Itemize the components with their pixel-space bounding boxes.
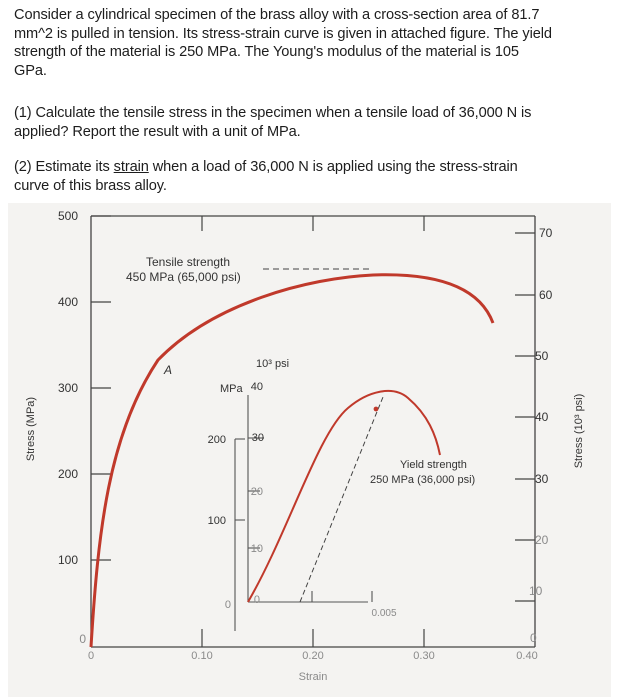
q1-line-2: applied? Report the result with a unit o… bbox=[14, 123, 301, 140]
q2-suffix: when a load of 36,000 N is applied using… bbox=[148, 159, 518, 175]
left-tick-0: 0 bbox=[79, 632, 86, 646]
x-tick-0: 0 bbox=[88, 650, 94, 662]
yield-label-line-2: 250 MPa (36,000 psi) bbox=[370, 474, 475, 486]
inset-psi-tick-20: 20 bbox=[251, 486, 263, 498]
question-2: (2) Estimate its strain when a load of 3… bbox=[14, 158, 606, 195]
intro-line-3: strength of the material is 250 MPa. The… bbox=[14, 44, 519, 60]
stress-strain-plot: 500 400 300 200 100 0 70 60 50 40 30 20 … bbox=[25, 209, 585, 683]
x-axis-label: Strain bbox=[299, 671, 328, 683]
inset-psi-tick-30: 30 bbox=[252, 432, 264, 444]
inset-mpa-tick-100: 100 bbox=[208, 515, 226, 527]
left-tick-300: 300 bbox=[58, 381, 78, 395]
inset-psi-unit: 10³ psi bbox=[256, 358, 289, 370]
inset-psi-tick-40: 40 bbox=[251, 381, 263, 393]
yield-label-line-1: Yield strength bbox=[400, 459, 467, 471]
left-tick-400: 400 bbox=[58, 295, 78, 309]
x-tick-0-20: 0.20 bbox=[302, 650, 323, 662]
inset-psi-tick-0: 0 bbox=[254, 594, 260, 606]
stress-strain-figure: 500 400 300 200 100 0 70 60 50 40 30 20 … bbox=[8, 203, 611, 697]
q2-underlined-word: strain bbox=[113, 159, 149, 175]
q2-line-2: curve of this brass alloy. bbox=[14, 177, 167, 194]
right-tick-10: 10 bbox=[529, 584, 543, 598]
x-tick-0-40: 0.40 bbox=[516, 650, 537, 662]
right-tick-40: 40 bbox=[535, 410, 549, 424]
question-1: (1) Calculate the tensile stress in the … bbox=[14, 104, 606, 141]
main-stress-strain-curve bbox=[89, 273, 495, 648]
q2-line-1: (2) Estimate its strain when a load of 3… bbox=[14, 158, 606, 177]
q1-line-1: (1) Calculate the tensile stress in the … bbox=[14, 105, 532, 121]
q2-prefix: (2) Estimate its bbox=[14, 159, 114, 175]
right-tick-30: 30 bbox=[535, 472, 549, 486]
inset-mpa-unit: MPa bbox=[220, 383, 244, 395]
right-tick-70: 70 bbox=[539, 226, 553, 240]
tensile-label-line-2: 450 MPa (65,000 psi) bbox=[126, 270, 241, 284]
intro-line-2: mm^2 is pulled in tension. Its stress-st… bbox=[14, 25, 552, 42]
right-tick-60: 60 bbox=[539, 288, 553, 302]
inset-stress-strain-curve bbox=[247, 390, 441, 603]
right-tick-20: 20 bbox=[535, 533, 549, 547]
inset-mpa-tick-200: 200 bbox=[208, 434, 226, 446]
left-tick-200: 200 bbox=[58, 467, 78, 481]
left-axis-label: Stress (MPa) bbox=[25, 397, 37, 461]
inset-x-tick-0-005: 0.005 bbox=[371, 608, 396, 619]
right-tick-0: 0 bbox=[530, 631, 537, 645]
left-tick-100: 100 bbox=[58, 553, 78, 567]
x-tick-0-30: 0.30 bbox=[413, 650, 434, 662]
inset-psi-tick-10: 10 bbox=[251, 543, 263, 555]
inset-mpa-tick-0: 0 bbox=[225, 599, 231, 611]
tensile-label-line-1: Tensile strength bbox=[146, 255, 230, 269]
right-tick-50: 50 bbox=[535, 349, 549, 363]
yield-point-marker bbox=[373, 406, 379, 412]
left-tick-500: 500 bbox=[58, 209, 78, 223]
problem-intro: Consider a cylindrical specimen of the b… bbox=[14, 6, 606, 80]
offset-line bbox=[299, 396, 384, 603]
point-a-marker: A bbox=[163, 363, 172, 377]
intro-line-1: Consider a cylindrical specimen of the b… bbox=[14, 7, 540, 23]
intro-line-4: GPa. bbox=[14, 62, 47, 79]
right-axis-label: Stress (10³ psi) bbox=[573, 394, 585, 469]
x-tick-0-10: 0.10 bbox=[191, 650, 212, 662]
